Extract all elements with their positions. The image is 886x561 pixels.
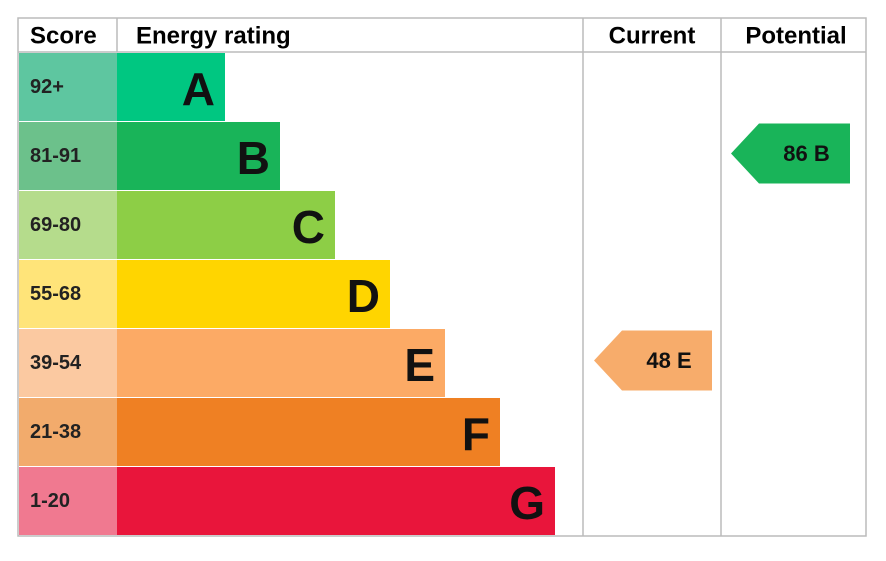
score-range: 69-80 bbox=[30, 214, 81, 236]
rating-bar bbox=[117, 122, 280, 190]
rating-letter: F bbox=[462, 408, 490, 460]
rating-bar bbox=[117, 260, 390, 328]
score-cell bbox=[19, 260, 117, 328]
header-score: Score bbox=[30, 23, 97, 50]
header-current: Current bbox=[609, 23, 696, 50]
score-range: 21-38 bbox=[30, 421, 81, 443]
current-label: 48 E bbox=[646, 348, 691, 373]
rating-bar bbox=[117, 467, 555, 535]
rating-letter: D bbox=[347, 270, 380, 322]
rating-letter: C bbox=[292, 201, 325, 253]
score-cell bbox=[19, 329, 117, 397]
rating-letter: B bbox=[237, 132, 270, 184]
rating-letter: G bbox=[509, 477, 545, 529]
current-arrow bbox=[594, 330, 712, 391]
header-rating: Energy rating bbox=[136, 23, 291, 50]
potential-label: 86 B bbox=[783, 141, 829, 166]
rating-bar bbox=[117, 53, 225, 121]
score-cell bbox=[19, 398, 117, 466]
score-range: 1-20 bbox=[30, 490, 70, 512]
header-potential: Potential bbox=[745, 23, 846, 50]
score-range: 92+ bbox=[30, 76, 64, 98]
score-range: 81-91 bbox=[30, 145, 81, 167]
score-cell bbox=[19, 191, 117, 259]
rating-letter: A bbox=[182, 63, 215, 115]
rating-bar bbox=[117, 398, 500, 466]
score-cell bbox=[19, 53, 117, 121]
rating-bar bbox=[117, 329, 445, 397]
rating-bar bbox=[117, 191, 335, 259]
potential-arrow bbox=[731, 123, 850, 184]
rating-letter: E bbox=[404, 339, 435, 391]
score-range: 39-54 bbox=[30, 352, 82, 374]
score-range: 55-68 bbox=[30, 283, 81, 305]
score-cell bbox=[19, 467, 117, 535]
score-cell bbox=[19, 122, 117, 190]
